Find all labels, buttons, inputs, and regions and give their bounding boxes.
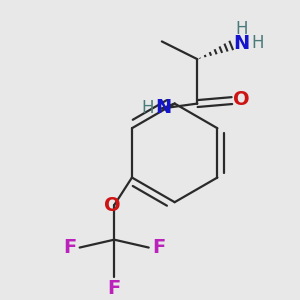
Text: O: O — [233, 90, 250, 109]
Text: O: O — [104, 196, 121, 215]
Text: H: H — [236, 20, 248, 38]
Text: N: N — [156, 98, 172, 117]
Text: H: H — [142, 98, 154, 116]
Text: H: H — [251, 34, 264, 52]
Text: F: F — [108, 280, 121, 298]
Text: N: N — [234, 34, 250, 53]
Text: F: F — [152, 238, 165, 257]
Text: F: F — [63, 238, 76, 257]
